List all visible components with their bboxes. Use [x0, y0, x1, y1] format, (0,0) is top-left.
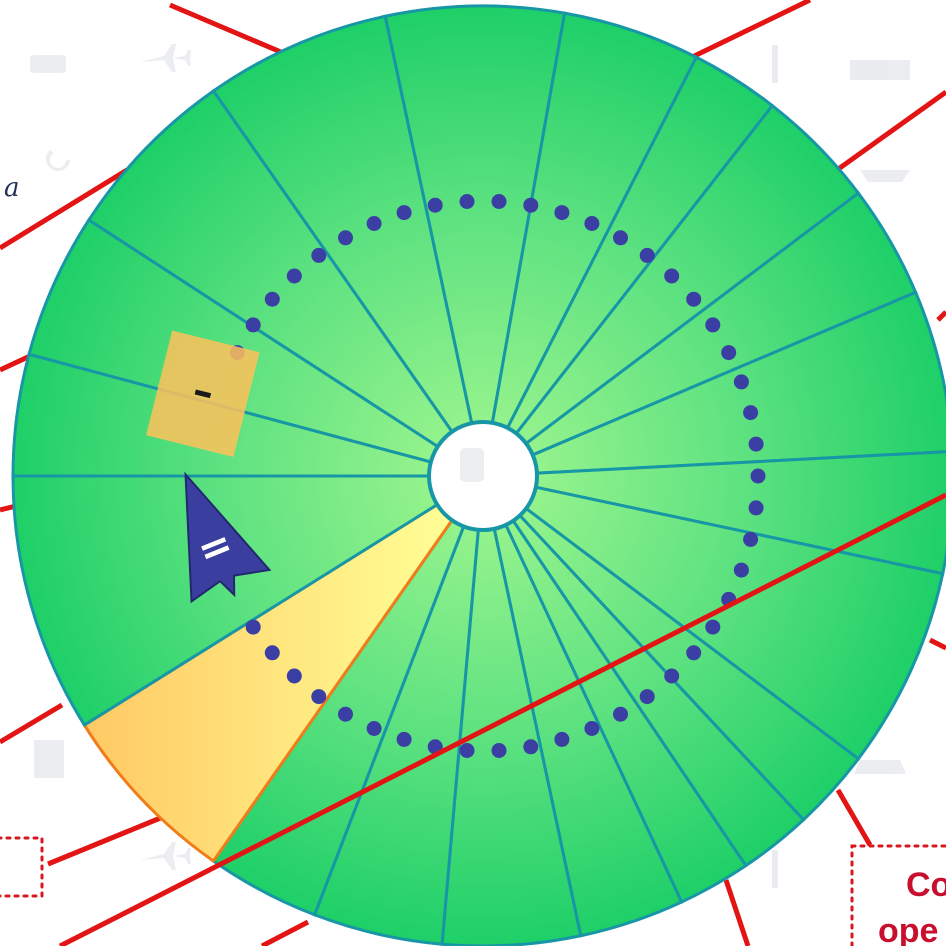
diagonal-connector-line [58, 492, 946, 946]
left-callout-box [0, 836, 44, 898]
bus-icon [34, 740, 64, 778]
ring-dot [396, 205, 412, 221]
ring-dot [733, 562, 749, 578]
ring-dot [366, 721, 382, 736]
ship-icon [860, 170, 910, 182]
ring-dot [245, 317, 261, 333]
ring-dot [338, 706, 353, 722]
ring-dot [491, 743, 507, 758]
cutlery-icon [772, 45, 778, 83]
connector-line [835, 788, 873, 847]
connector-line [0, 702, 64, 745]
ring-dot [286, 668, 302, 684]
ring-dot [664, 668, 680, 684]
ring-dot [311, 247, 327, 263]
plane-icon-lower [140, 842, 191, 870]
ring-dot [613, 230, 628, 246]
ring-dot [584, 721, 600, 736]
ring-dot [245, 619, 261, 635]
ring-dot [743, 405, 759, 421]
ring-dot [264, 645, 280, 661]
selected-segment-badge: – [146, 330, 260, 458]
connector-line [936, 310, 946, 322]
ring-dot [639, 247, 655, 263]
ring-dot [639, 689, 655, 705]
pointer-arrow[interactable]: = [147, 459, 274, 611]
handwritten-note: a [4, 173, 20, 203]
ring-dot [427, 197, 443, 213]
ring-dot [523, 739, 539, 755]
pointer-arrow-shape[interactable] [147, 459, 274, 611]
background-icons [30, 44, 910, 888]
ring-dot [523, 197, 539, 213]
right-callout: Co ope [850, 844, 946, 946]
ring-dot [748, 436, 764, 452]
right-callout-box [850, 844, 946, 946]
taxi-icon [850, 60, 910, 80]
ring-dot [686, 645, 702, 661]
connector-line [169, 2, 296, 61]
ring-dot [286, 268, 302, 284]
car-icon [854, 760, 906, 774]
ring-dot [396, 731, 412, 747]
ring-dot [554, 205, 570, 221]
wheel-segment[interactable] [11, 474, 441, 728]
ring-dot [733, 374, 749, 390]
connector-line [0, 167, 129, 251]
ring-dot [750, 468, 766, 484]
callout-text-line1: Co [906, 866, 946, 904]
connector-line [928, 637, 946, 651]
connector-line [835, 89, 946, 173]
train-icon [460, 448, 484, 482]
connector-line [47, 809, 176, 867]
ring-dot [748, 500, 764, 516]
ring-dot [311, 689, 327, 705]
plane-icon [140, 44, 191, 72]
ring-dot [459, 743, 475, 758]
wheelchair-icon [46, 150, 70, 171]
ring-dot [686, 291, 702, 307]
ring-dot [338, 230, 353, 246]
ring-dot [613, 706, 628, 722]
ring-dot [584, 216, 600, 231]
wheel-segments [11, 4, 946, 946]
connector-line [684, 0, 812, 63]
ring-dot [264, 291, 280, 307]
connector-line [0, 353, 32, 373]
ring-dot [491, 194, 507, 209]
connector-line [260, 919, 310, 946]
ring-dot [554, 731, 570, 747]
wheel-segment[interactable] [86, 88, 456, 450]
center-hub[interactable] [427, 420, 539, 532]
ring-dot [366, 216, 382, 231]
ring-dot [705, 317, 721, 333]
wheel-segment[interactable] [27, 217, 442, 465]
selected-segment-box [146, 330, 260, 458]
cutlery-icon-lower [772, 850, 778, 888]
ring-dot [459, 194, 475, 209]
ring-dot [664, 268, 680, 284]
dotted-ring [229, 194, 766, 758]
callout-text-line2: ope [878, 912, 938, 946]
connector-line [723, 879, 751, 946]
bed-icon [30, 55, 66, 73]
ring-dot [721, 345, 737, 361]
ring-dot [705, 619, 721, 635]
ring-dot [743, 531, 759, 547]
